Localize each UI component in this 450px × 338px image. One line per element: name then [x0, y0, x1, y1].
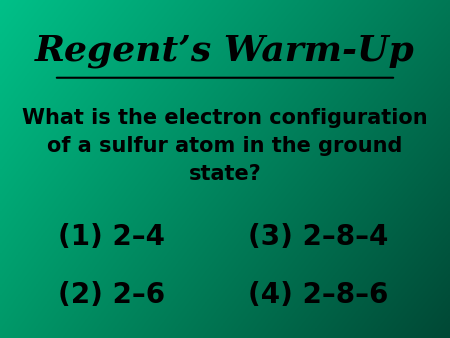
Text: (3) 2–8–4: (3) 2–8–4: [248, 223, 388, 251]
Text: (2) 2–6: (2) 2–6: [58, 281, 166, 309]
Text: (1) 2–4: (1) 2–4: [58, 223, 166, 251]
Text: Regent’s Warm-Up: Regent’s Warm-Up: [35, 34, 415, 68]
Text: What is the electron configuration
of a sulfur atom in the ground
state?: What is the electron configuration of a …: [22, 108, 428, 184]
Text: (4) 2–8–6: (4) 2–8–6: [248, 281, 388, 309]
